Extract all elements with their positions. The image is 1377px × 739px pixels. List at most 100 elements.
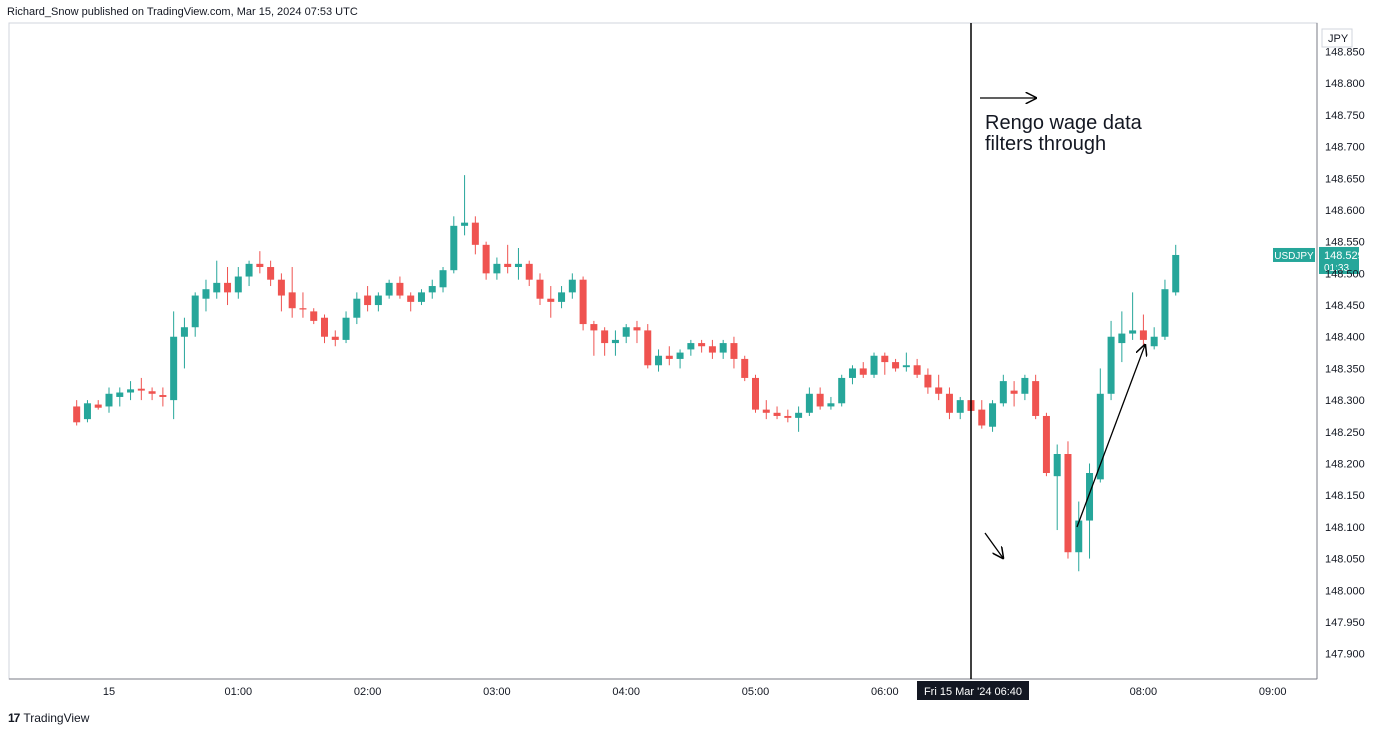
- candle[interactable]: [902, 352, 910, 372]
- candle[interactable]: [1129, 292, 1137, 340]
- candle[interactable]: [935, 374, 943, 401]
- candle[interactable]: [601, 327, 609, 356]
- candle[interactable]: [881, 352, 889, 375]
- candle[interactable]: [579, 276, 587, 331]
- candle[interactable]: [1032, 374, 1040, 420]
- candle[interactable]: [892, 358, 900, 372]
- candle[interactable]: [417, 289, 425, 306]
- candle[interactable]: [816, 387, 824, 410]
- candle[interactable]: [504, 244, 512, 274]
- candle[interactable]: [288, 267, 296, 318]
- candle[interactable]: [364, 286, 372, 312]
- candle[interactable]: [277, 273, 285, 312]
- candle[interactable]: [439, 267, 447, 293]
- arrow-up[interactable]: [1076, 345, 1145, 528]
- candle[interactable]: [870, 352, 878, 378]
- candle[interactable]: [590, 320, 598, 356]
- candle[interactable]: [1075, 501, 1083, 572]
- candle[interactable]: [105, 387, 113, 413]
- candle[interactable]: [1172, 244, 1180, 296]
- candle[interactable]: [267, 260, 275, 287]
- candle[interactable]: [514, 248, 522, 280]
- candle[interactable]: [471, 216, 479, 255]
- candle[interactable]: [611, 330, 619, 356]
- candle[interactable]: [245, 260, 253, 287]
- candle[interactable]: [687, 339, 695, 356]
- candle[interactable]: [1139, 314, 1147, 347]
- candle[interactable]: [838, 374, 846, 407]
- candle[interactable]: [234, 267, 242, 299]
- candle[interactable]: [374, 292, 382, 312]
- candle[interactable]: [698, 339, 706, 353]
- candle[interactable]: [568, 273, 576, 299]
- candle[interactable]: [762, 400, 770, 420]
- candle[interactable]: [633, 320, 641, 344]
- candle[interactable]: [461, 175, 469, 236]
- candle[interactable]: [730, 336, 738, 369]
- candle[interactable]: [945, 387, 953, 420]
- candle[interactable]: [622, 324, 630, 344]
- candle[interactable]: [525, 260, 533, 287]
- candle[interactable]: [773, 406, 781, 420]
- currency-box[interactable]: [1321, 28, 1353, 48]
- candle[interactable]: [170, 311, 178, 420]
- candle[interactable]: [482, 241, 490, 280]
- candle[interactable]: [536, 273, 544, 306]
- candle[interactable]: [859, 362, 867, 378]
- candle[interactable]: [1010, 381, 1018, 407]
- candle[interactable]: [1118, 311, 1126, 363]
- candle[interactable]: [956, 396, 964, 420]
- candle[interactable]: [127, 381, 135, 401]
- candle[interactable]: [676, 349, 684, 369]
- candle[interactable]: [299, 292, 307, 318]
- candle[interactable]: [708, 339, 716, 359]
- candle[interactable]: [989, 400, 997, 432]
- candle[interactable]: [493, 257, 501, 280]
- candle[interactable]: [310, 308, 318, 325]
- candle[interactable]: [321, 314, 328, 344]
- candle[interactable]: [1053, 444, 1061, 531]
- candle[interactable]: [428, 279, 436, 299]
- candle[interactable]: [978, 400, 986, 429]
- candle[interactable]: [396, 276, 404, 299]
- candle[interactable]: [848, 365, 856, 385]
- candle[interactable]: [191, 292, 199, 337]
- candle[interactable]: [407, 292, 415, 312]
- candle[interactable]: [331, 330, 339, 347]
- candle[interactable]: [73, 400, 81, 426]
- arrow-down[interactable]: [984, 532, 1003, 558]
- candle[interactable]: [1086, 463, 1094, 559]
- candle[interactable]: [224, 267, 232, 306]
- candle[interactable]: [547, 286, 555, 318]
- candle[interactable]: [999, 374, 1007, 407]
- candle[interactable]: [1161, 279, 1169, 340]
- candle[interactable]: [148, 387, 156, 401]
- candle[interactable]: [202, 279, 210, 312]
- candle[interactable]: [180, 317, 188, 369]
- candle[interactable]: [1107, 320, 1115, 401]
- candle[interactable]: [558, 286, 566, 309]
- candle[interactable]: [450, 216, 458, 274]
- candle[interactable]: [94, 400, 102, 410]
- candle[interactable]: [827, 396, 835, 410]
- last-price-badge[interactable]: [1319, 246, 1359, 274]
- candle[interactable]: [1064, 441, 1072, 559]
- candle[interactable]: [784, 409, 792, 423]
- candle[interactable]: [385, 279, 393, 299]
- candle[interactable]: [665, 346, 673, 366]
- candle[interactable]: [924, 368, 932, 394]
- candle[interactable]: [741, 355, 749, 382]
- candle[interactable]: [213, 260, 221, 299]
- candle[interactable]: [1042, 412, 1050, 477]
- tradingview-logo[interactable]: 17 TradingView: [8, 711, 89, 725]
- candle[interactable]: [644, 324, 652, 369]
- candle[interactable]: [342, 311, 350, 344]
- candle[interactable]: [116, 387, 124, 407]
- candle[interactable]: [719, 339, 727, 359]
- candle[interactable]: [353, 292, 361, 325]
- candle[interactable]: [913, 358, 921, 378]
- candle[interactable]: [795, 406, 803, 432]
- candle[interactable]: [83, 400, 91, 423]
